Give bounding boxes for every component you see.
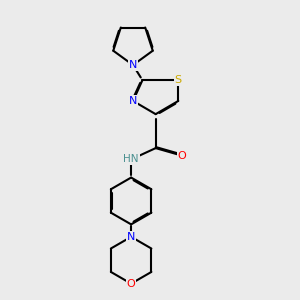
Text: O: O [178,151,187,161]
Text: N: N [129,96,137,106]
Text: S: S [175,75,182,85]
Text: N: N [129,60,137,70]
Text: O: O [127,279,136,289]
Text: N: N [127,232,135,242]
Text: HN: HN [123,154,139,164]
